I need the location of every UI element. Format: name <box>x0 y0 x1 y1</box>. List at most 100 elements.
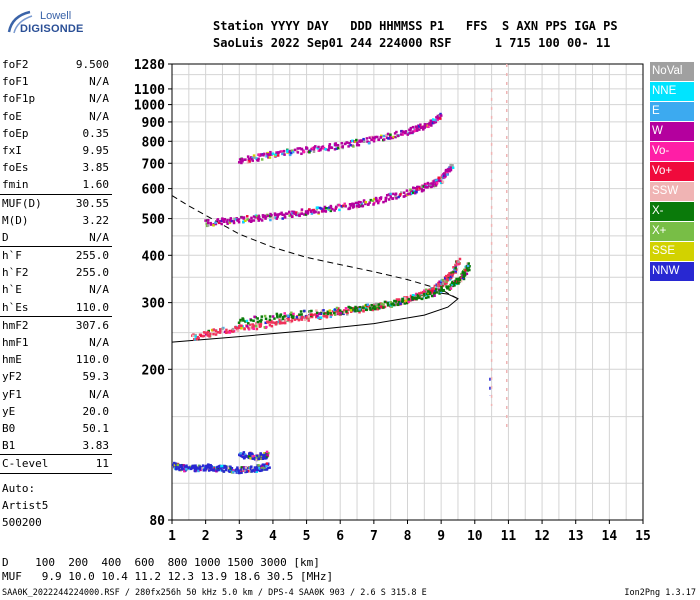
echo-point <box>344 307 348 310</box>
echo-point <box>316 206 320 209</box>
echo-point <box>436 286 440 290</box>
echo-point <box>433 294 436 297</box>
echo-point <box>298 214 301 218</box>
echo-point <box>394 192 398 196</box>
echo-point <box>246 155 250 158</box>
echo-point <box>252 469 255 472</box>
echo-point <box>264 321 267 325</box>
echo-point <box>283 216 287 219</box>
echo-point <box>257 216 260 219</box>
echo-point <box>271 217 275 220</box>
echo-point <box>228 470 232 473</box>
echo-point <box>239 452 242 455</box>
echo-point <box>412 191 415 194</box>
echo-point <box>212 332 215 336</box>
echo-point <box>309 311 312 314</box>
echo-point <box>335 205 338 209</box>
echo-point <box>224 468 228 472</box>
echo-point <box>234 325 237 329</box>
echo-point <box>242 216 246 219</box>
echo-point <box>420 291 423 295</box>
echo-point <box>466 269 470 272</box>
echo-point <box>250 452 254 455</box>
echo-point <box>452 266 455 269</box>
y-tick-label: 1100 <box>134 83 165 98</box>
echo-point <box>187 466 190 469</box>
echo-point <box>354 305 357 309</box>
echo-point <box>311 313 315 317</box>
echo-point <box>442 174 446 178</box>
echo-point <box>414 127 418 130</box>
echo-point <box>309 313 313 317</box>
echo-point <box>430 124 433 127</box>
x-tick-label: 2 <box>202 529 210 544</box>
echo-point <box>329 206 333 209</box>
echo-point <box>365 137 369 140</box>
param-row: fxI 9.95 <box>0 142 112 159</box>
echo-point <box>446 276 449 279</box>
echo-point <box>360 202 364 205</box>
echo-point <box>240 471 243 474</box>
echo-point <box>320 309 324 312</box>
echo-point <box>311 146 315 150</box>
echo-point <box>401 130 405 133</box>
echo-point <box>324 210 328 213</box>
echo-point <box>224 466 228 469</box>
param-value: N/A <box>89 283 109 297</box>
echo-point <box>216 331 220 334</box>
param-name: foF2 <box>2 58 29 71</box>
echo-point <box>429 183 432 187</box>
echo-point <box>300 317 303 321</box>
echo-point <box>229 465 232 469</box>
echo-point <box>266 321 270 324</box>
param-separator <box>0 454 112 456</box>
echo-point <box>394 195 398 199</box>
echo-point <box>252 154 256 157</box>
echo-point <box>333 311 336 315</box>
echo-point <box>400 191 403 194</box>
echo-point <box>394 135 397 139</box>
echo-point <box>391 302 395 305</box>
param-row: B0 50.1 <box>0 420 112 437</box>
param-name: h`E <box>2 283 22 297</box>
echo-point <box>379 136 383 139</box>
density-profile-dashed <box>171 195 459 300</box>
echo-point <box>397 300 401 304</box>
echo-point <box>216 219 219 222</box>
param-name: M(D) <box>2 213 29 227</box>
echo-point <box>303 318 307 322</box>
echo-point <box>374 196 378 200</box>
param-value: 0.35 <box>82 126 110 140</box>
echo-point <box>420 297 424 301</box>
param-name: B0 <box>2 421 16 435</box>
x-tick-label: 13 <box>568 529 584 544</box>
echo-point <box>349 204 353 207</box>
echo-point <box>354 309 357 313</box>
param-row: hmF1 N/A <box>0 334 112 351</box>
echo-point <box>249 323 252 327</box>
echo-point <box>411 297 414 301</box>
echo-point <box>209 223 213 226</box>
echo-point <box>458 262 461 265</box>
echo-point <box>442 172 446 175</box>
echo-point <box>242 466 246 469</box>
echo-point <box>429 289 433 292</box>
param-value: 307.6 <box>75 318 109 332</box>
y-tick-label: 800 <box>142 135 166 150</box>
echo-point <box>257 464 260 467</box>
echo-point <box>461 276 465 280</box>
echo-point <box>388 137 392 140</box>
param-value: 3.83 <box>82 439 110 453</box>
echo-point <box>212 224 215 227</box>
echo-point <box>440 285 443 289</box>
echo-point <box>317 145 320 149</box>
echo-point <box>329 146 333 149</box>
echo-point <box>205 222 209 225</box>
file-info-footer: SAA0K_2022244224000.RSF / 280fx256h 50 k… <box>2 588 427 598</box>
echo-point <box>268 156 272 159</box>
echo-point <box>465 267 469 270</box>
echo-point <box>314 313 317 316</box>
echo-point <box>415 126 419 130</box>
echo-point <box>219 219 222 223</box>
param-row: foEs 3.85 <box>0 159 112 176</box>
